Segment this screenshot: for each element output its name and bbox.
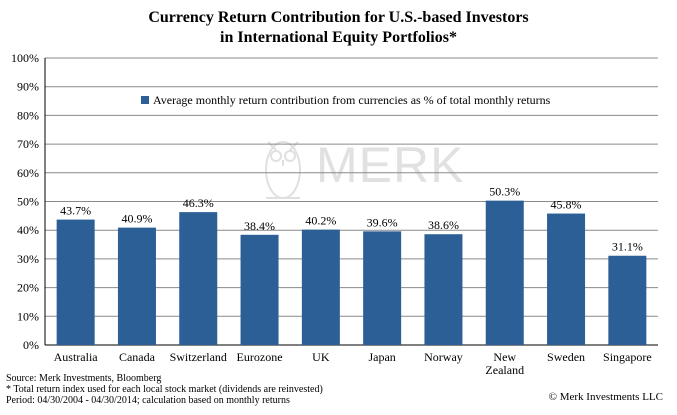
footnote-source: Source: Merk Investments, Bloomberg <box>6 373 162 384</box>
chart-title-line2: in International Equity Portfolios* <box>220 29 457 46</box>
chart-title-line1: Currency Return Contribution for U.S.-ba… <box>148 9 529 26</box>
x-tick-label: New <box>493 350 516 364</box>
bar-value-label: 31.1% <box>612 240 643 254</box>
x-tick-label: Zealand <box>485 363 524 377</box>
footnote-period: Period: 04/30/2004 - 04/30/2014; calcula… <box>6 395 290 406</box>
x-tick-label: Switzerland <box>170 350 227 364</box>
y-tick-label: 60% <box>17 166 39 180</box>
bar <box>485 200 524 345</box>
bar <box>547 213 586 345</box>
footnote-method: * Total return index used for each local… <box>6 384 323 395</box>
merk-watermark: MERK <box>248 128 463 208</box>
x-tick-label: Eurozone <box>237 350 283 364</box>
y-tick-label: 80% <box>17 108 39 122</box>
y-tick-label: 90% <box>17 80 39 94</box>
bar-value-label: 40.2% <box>305 214 336 228</box>
bar-value-label: 40.9% <box>121 212 152 226</box>
value-labels: 43.7% 40.9% 46.3% 38.4% 40.2% 39.6% 38.6% 50.3%… <box>60 185 643 254</box>
copyright-notice: © Merk Investments LLC <box>548 391 663 403</box>
x-tick-label: UK <box>312 350 330 364</box>
bar-value-label: 43.7% <box>60 204 91 218</box>
y-tick-label: 50% <box>17 195 39 209</box>
x-tick-label: Norway <box>424 350 463 364</box>
watermark-text: MERK <box>316 137 465 193</box>
legend: Average monthly return contribution from… <box>141 93 551 107</box>
bar <box>179 212 218 345</box>
y-tick-label: 100% <box>11 51 39 65</box>
bar-value-label: 38.6% <box>428 218 459 232</box>
bar-value-label: 39.6% <box>367 215 398 229</box>
bar <box>117 227 156 345</box>
y-tick-label: 30% <box>17 252 39 266</box>
x-tick-label: Singapore <box>603 350 652 364</box>
x-tick-label: Sweden <box>547 350 585 364</box>
x-axis-labels: Australia Canada Switzerland Eurozone UK Japa… <box>54 350 652 377</box>
bar-value-label: 38.4% <box>244 219 275 233</box>
x-tick-label: Canada <box>119 350 156 364</box>
bar <box>301 229 340 345</box>
owl-logo-icon <box>265 141 301 199</box>
y-tick-label: 70% <box>17 137 39 151</box>
y-tick-label: 40% <box>17 223 39 237</box>
bar <box>363 231 402 345</box>
legend-swatch <box>141 96 149 104</box>
bar <box>240 234 279 345</box>
x-tick-label: Australia <box>54 350 99 364</box>
bar <box>424 234 463 345</box>
bar <box>56 219 95 345</box>
bar-value-label: 45.8% <box>551 198 582 212</box>
x-tick-label: Japan <box>368 350 395 364</box>
y-tick-label: 20% <box>17 281 39 295</box>
bar-value-label: 46.3% <box>183 196 214 210</box>
y-tick-label: 10% <box>17 309 39 323</box>
y-axis: 0% 10% 20% 30% 40% 50% 60% 70% 80% 90% 100% <box>11 51 46 352</box>
bar <box>608 255 647 345</box>
bar-value-label: 50.3% <box>489 185 520 199</box>
legend-label: Average monthly return contribution from… <box>153 93 551 107</box>
bars <box>56 200 647 345</box>
y-tick-label: 0% <box>23 338 39 352</box>
